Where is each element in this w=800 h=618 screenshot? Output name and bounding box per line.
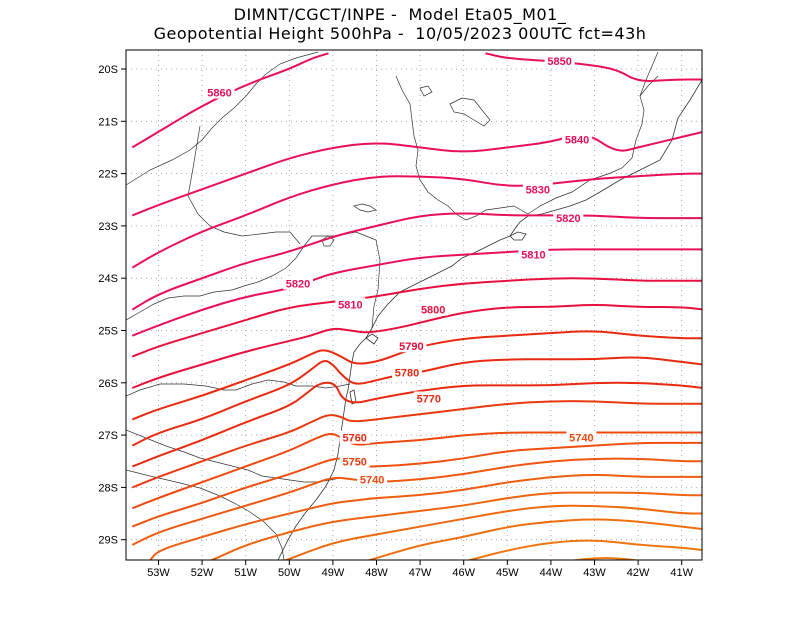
reservoir-2 [321,235,335,247]
contour-5790 [131,304,702,389]
contour-label-bg [339,454,370,468]
lon-tick-label: 51W [234,567,257,579]
contour-5810 [131,248,702,337]
contour-label-bg [518,247,549,261]
contour-label-5830: 5830 [526,184,550,196]
contour-label-5780: 5780 [395,367,419,379]
contour-label-5820: 5820 [556,213,580,225]
border-pr-sc [126,379,351,397]
contour-label-5740: 5740 [360,475,384,487]
contour-label-5740: 5740 [569,433,593,445]
border-paraguay [126,289,233,321]
contour-labels: 5860 5850 5840 5830 5820 5810 5820 5810 5800 5790… [204,54,597,487]
contour-lines [131,52,702,560]
border-ms-sp [126,51,319,186]
lat-tick-label: 28S [98,482,118,494]
lon-tick-label: 47W [409,567,432,579]
lat-tick-label: 24S [98,273,118,285]
contour-label-bg [562,132,593,146]
contour-5850 [485,52,702,83]
lon-tick-label: 41W [670,567,693,579]
contour-5860 [131,52,329,149]
lat-tick-label: 23S [98,221,118,233]
contour-5760 [131,381,702,468]
lon-tick-label: 49W [322,567,345,579]
contour-label-bg [544,54,575,68]
border-ms-pr [187,125,301,245]
lon-tick-label: 46W [452,567,475,579]
contour-label-bg [413,391,444,405]
contour-5670 [467,539,702,560]
lon-tick-label: 44W [540,567,563,579]
lon-tick-label: 43W [583,567,606,579]
contour-label-bg [396,339,427,353]
contour-label-bg [204,85,235,99]
contour-label-5790: 5790 [399,341,423,353]
reservoir-3 [449,97,491,127]
lat-tick-label: 29S [98,535,118,547]
border-argentina [126,469,285,560]
contour-label-bg [392,365,423,379]
lat-tick-label: 20S [98,64,118,76]
border-mg-rj [527,75,659,215]
contour-label-5750: 5750 [342,456,366,468]
lat-tick-label: 22S [98,169,118,181]
contour-label-bg [418,302,449,316]
contour-label-5800: 5800 [421,305,445,317]
contour-label-5810: 5810 [521,250,545,262]
contour-5710 [149,473,702,560]
lon-tick-label: 48W [365,567,388,579]
border-mg-es [639,51,659,97]
paranagua-bay [365,333,379,345]
lat-tick-label: 21S [98,116,118,128]
contour-5660 [572,556,639,560]
border-sc-rs [126,429,341,483]
reservoir-4 [419,85,433,97]
contour-label-bg [335,297,366,311]
contour-label-5840: 5840 [565,135,589,147]
contour-label-5760: 5760 [342,433,366,445]
ilha-grande [509,231,527,241]
contour-5820 [131,212,702,311]
contour-5680 [367,518,702,560]
contour-5770 [131,356,702,447]
contour-label-bg [357,472,388,486]
contour-label-bg [522,182,553,196]
contour-label-5820: 5820 [286,278,310,290]
lon-tick-label: 52W [191,567,214,579]
contour-label-bg [566,430,597,444]
lon-tick-label: 45W [496,567,519,579]
contour-label-5770: 5770 [417,393,441,405]
chart-title-line1: DIMNT/CGCT/INPE - Model Eta05_M01_ [233,5,567,24]
contour-5800 [131,277,702,358]
chart-title-line2: Geopotential Height 500hPa - 10/05/2023 … [153,24,647,43]
contour-label-5850: 5850 [547,56,571,68]
lat-tick-label: 27S [98,430,118,442]
contour-label-bg [553,211,584,225]
contour-label-bg [283,276,314,290]
reservoir-1 [353,203,377,213]
contour-label-5810: 5810 [338,299,362,311]
lon-tick-label: 50W [278,567,301,579]
contour-5830 [131,172,702,269]
contour-5690 [284,504,702,560]
contour-5840 [131,131,702,217]
contour-5780 [131,330,702,421]
lat-tick-label: 26S [98,378,118,390]
border-mg-sp [395,75,529,221]
lat-tick-label: 25S [98,326,118,338]
lon-tick-label: 53W [147,567,170,579]
axis-labels: 53W 52W 51W 50W 49W 48W 47W 46W 45W 44W 43W 42W 41W 2… [98,64,693,579]
contour-5700 [210,491,702,560]
lon-tick-label: 42W [627,567,650,579]
contour-5750 [131,400,702,489]
contour-label-5860: 5860 [207,88,231,100]
plot-frame [125,49,703,561]
contour-label-bg [339,430,370,444]
